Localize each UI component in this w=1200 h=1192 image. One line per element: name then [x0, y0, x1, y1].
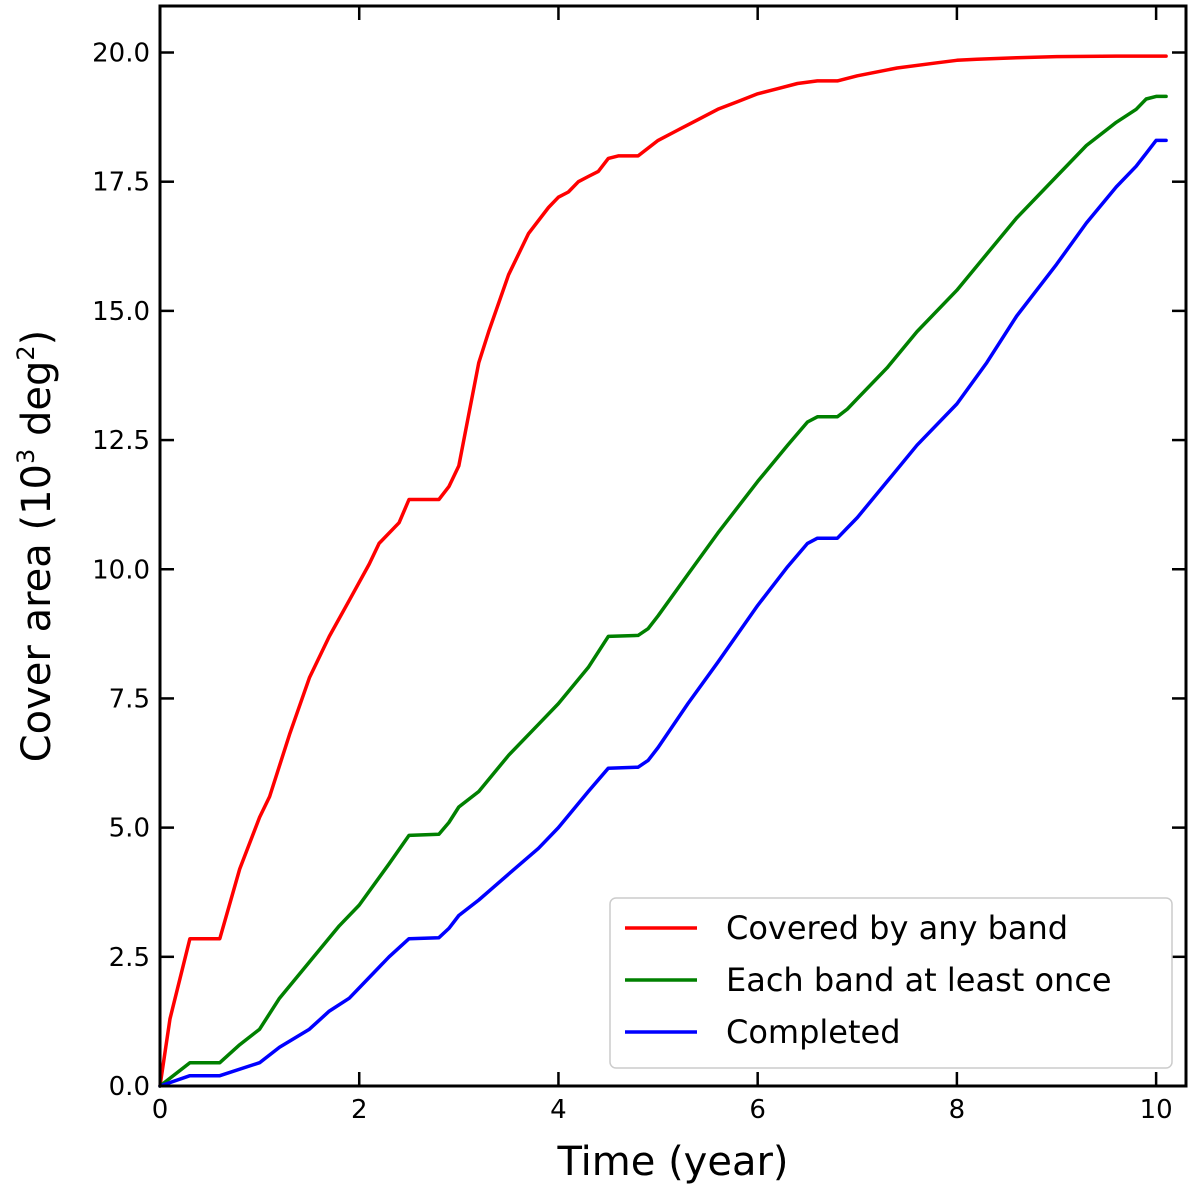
- x-tick-label: 0: [152, 1095, 169, 1125]
- x-tick-label: 4: [550, 1095, 567, 1125]
- legend-label: Covered by any band: [726, 909, 1068, 947]
- y-tick-label: 10.0: [92, 555, 150, 585]
- series-line-1: [158, 54, 1168, 1088]
- series-line-2: [158, 94, 1168, 1088]
- y-tick-label: 7.5: [109, 684, 150, 714]
- y-tick-label: 5.0: [109, 814, 150, 844]
- ticks-layer: 0 2 4 6 8 10 0.0 2.5 5.0 7.5 10.0 12.5 15.0 17.5 20.0: [92, 6, 1186, 1125]
- legend-label: Completed: [726, 1013, 901, 1051]
- legend: Covered by any band Each band at least on…: [609, 897, 1173, 1069]
- legend-label: Each band at least once: [726, 961, 1112, 999]
- series-layer: [158, 54, 1168, 1088]
- x-tick-label: 8: [949, 1095, 966, 1125]
- x-axis-label: Time (year): [556, 1139, 788, 1185]
- legend-box: [609, 897, 1173, 1069]
- y-tick-label: 15.0: [92, 297, 150, 327]
- y-tick-label: 12.5: [92, 426, 150, 456]
- y-axis-label: Cover area (103 deg2): [12, 330, 60, 763]
- x-tick-label: 10: [1140, 1095, 1173, 1125]
- y-tick-label: 2.5: [109, 943, 150, 973]
- series-line-3: [158, 138, 1168, 1088]
- plot-frame: [158, 4, 1188, 1088]
- y-tick-label: 17.5: [92, 168, 150, 198]
- x-tick-label: 2: [351, 1095, 368, 1125]
- x-tick-label: 6: [749, 1095, 766, 1125]
- y-tick-label: 20.0: [92, 39, 150, 69]
- y-tick-label: 0.0: [109, 1072, 150, 1102]
